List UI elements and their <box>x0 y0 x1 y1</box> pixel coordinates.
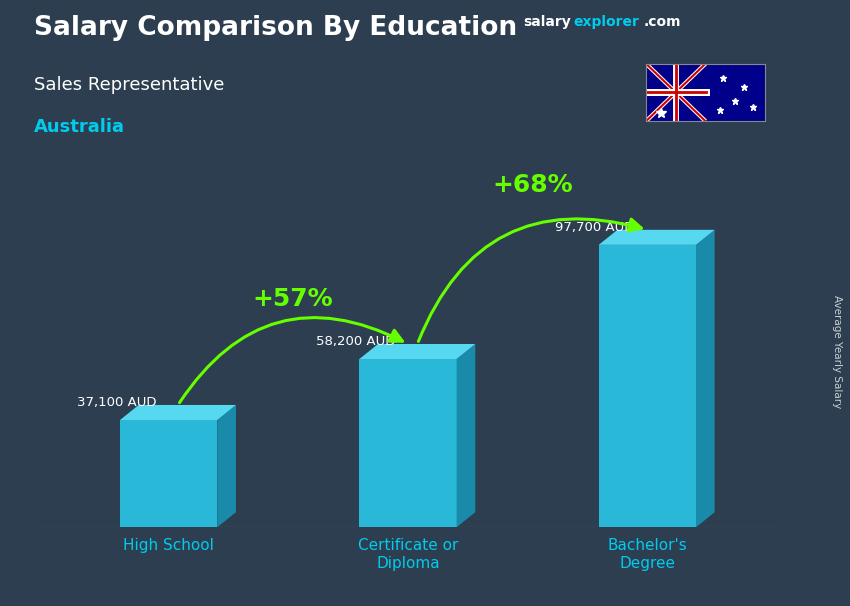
Polygon shape <box>360 344 475 359</box>
Text: Salary Comparison By Education: Salary Comparison By Education <box>34 15 517 41</box>
Polygon shape <box>456 344 475 527</box>
Text: .com: .com <box>643 15 681 29</box>
Polygon shape <box>598 245 696 527</box>
Text: Sales Representative: Sales Representative <box>34 76 224 94</box>
Text: 97,700 AUD: 97,700 AUD <box>555 221 635 233</box>
Text: 37,100 AUD: 37,100 AUD <box>76 396 156 408</box>
Text: explorer: explorer <box>574 15 639 29</box>
Polygon shape <box>120 405 236 420</box>
Polygon shape <box>696 230 715 527</box>
Polygon shape <box>120 420 218 527</box>
Text: +68%: +68% <box>492 173 573 197</box>
Polygon shape <box>598 230 715 245</box>
Polygon shape <box>360 359 456 527</box>
Text: 58,200 AUD: 58,200 AUD <box>316 335 395 348</box>
Text: salary: salary <box>523 15 570 29</box>
Text: +57%: +57% <box>252 287 333 311</box>
Text: Australia: Australia <box>34 118 125 136</box>
Polygon shape <box>218 405 236 527</box>
Text: Average Yearly Salary: Average Yearly Salary <box>832 295 842 408</box>
